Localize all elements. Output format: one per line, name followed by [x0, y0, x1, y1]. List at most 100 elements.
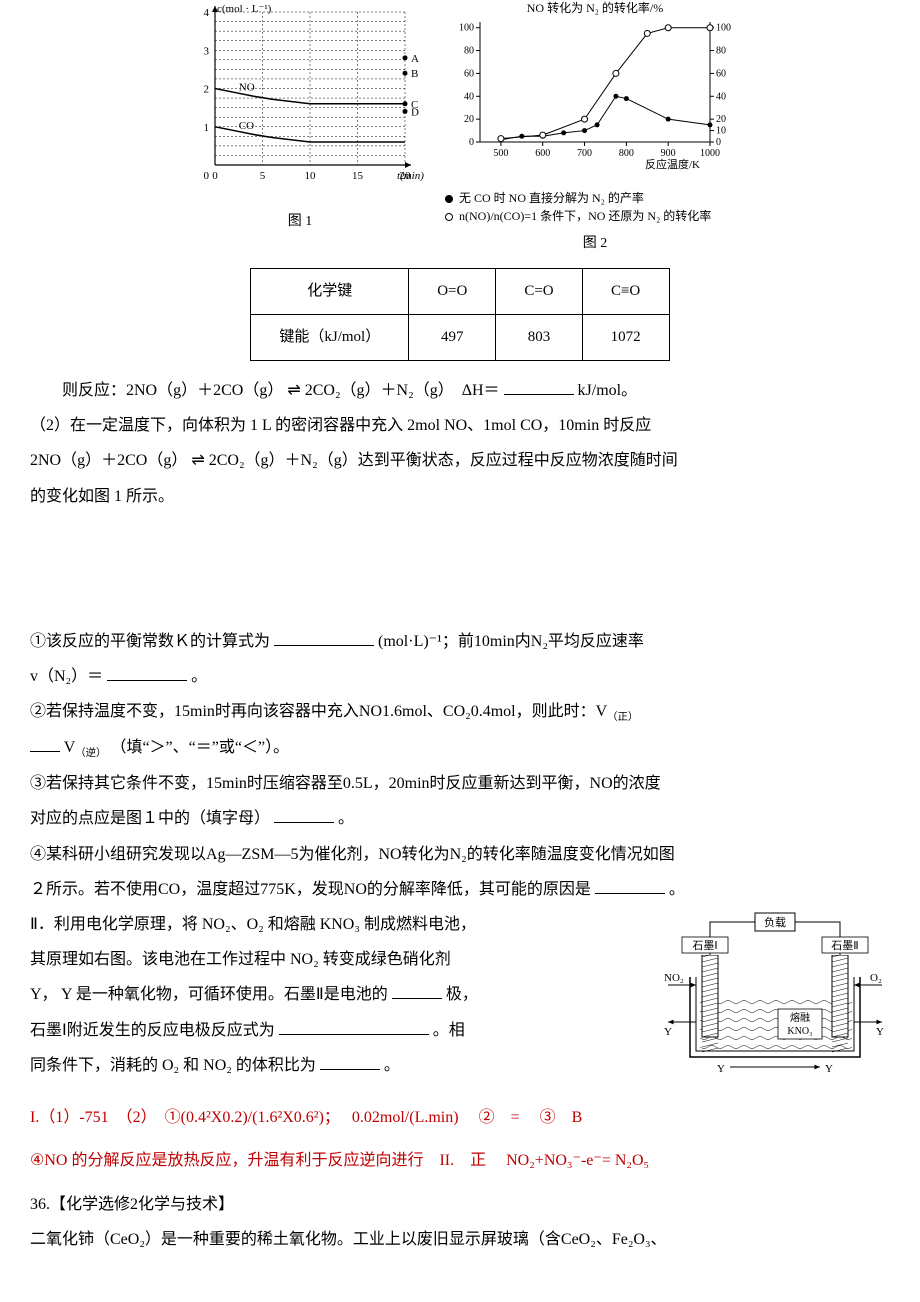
answer-line-1: I.（1）-751 （2） ①(0.4²X0.2)/(1.6²X0.6²)； 0… [30, 1100, 890, 1135]
p2b: 2NO（g）＋2CO（g） [30, 452, 187, 469]
svg-text:Y: Y [876, 1026, 884, 1038]
p2c: 2CO₂（g）＋N₂（g）达到平衡状态，反应过程中反应物浓度随时间 [209, 452, 678, 469]
svg-text:900: 900 [661, 148, 676, 159]
svg-text:500: 500 [493, 148, 508, 159]
p6c: 。 [669, 881, 685, 898]
spacer [30, 514, 890, 624]
svg-text:100: 100 [459, 23, 474, 34]
svg-text:B: B [411, 68, 418, 80]
svg-text:CO: CO [239, 120, 254, 132]
svg-text:2: 2 [204, 84, 210, 96]
svg-text:10: 10 [716, 126, 726, 137]
para-6b: ２所示。若不使用CO，温度超过775K，发现NO的分解率降低，其可能的原因是 。 [30, 872, 890, 907]
blank-ratio [320, 1054, 380, 1070]
fig2-label: 图 2 [445, 229, 745, 260]
p5b: 对应的点应是图１中的（填字母） [30, 810, 270, 827]
bond-col-0: O=O [409, 268, 496, 314]
p7c: Y， Y 是一种氧化物，可循环使用。石墨Ⅱ是电池的 [30, 986, 388, 1003]
blank-electrode [392, 983, 442, 999]
p6b: ２所示。若不使用CO，温度超过775K，发现NO的分解率降低，其可能的原因是 [30, 881, 591, 898]
svg-text:石墨Ⅰ: 石墨Ⅰ [692, 939, 717, 952]
svg-text:40: 40 [464, 91, 474, 102]
para-5b: 对应的点应是图１中的（填字母） 。 [30, 801, 890, 836]
p5c: 。 [338, 810, 354, 827]
svg-text:Y: Y [717, 1063, 725, 1075]
svg-text:700: 700 [577, 148, 592, 159]
eq-right: 2CO₂（g）＋N₂（g） ΔH＝ [305, 382, 500, 399]
p3b: (mol·L)⁻¹；前10min内N₂平均反应速率 [378, 633, 644, 650]
para-3c: v（N₂）＝ 。 [30, 659, 890, 694]
svg-text:NO 转化为 N₂ 的转化率/%: NO 转化为 N₂ 的转化率/% [527, 0, 664, 15]
cell-svg: 负载石墨Ⅰ石墨Ⅱ负载石墨Ⅰ石墨ⅡNO₂O₂YYYY熔融KNO₃ [660, 907, 890, 1077]
svg-text:1000: 1000 [700, 148, 720, 159]
p7e2: 。 [384, 1057, 400, 1074]
svg-text:Y: Y [664, 1026, 672, 1038]
section-II: 负载石墨Ⅰ石墨Ⅱ负载石墨Ⅰ石墨ⅡNO₂O₂YYYY熔融KNO₃ Ⅱ．利用电化学原… [30, 907, 890, 1100]
svg-text:10: 10 [305, 170, 317, 182]
p3d: 。 [191, 668, 207, 685]
p3a: ①该反应的平衡常数Ｋ的计算式为 [30, 633, 270, 650]
svg-text:4: 4 [204, 7, 210, 19]
svg-text:NO: NO [239, 82, 255, 94]
bond-col-2: C≡O [582, 268, 669, 314]
svg-text:反应温度/K: 反应温度/K [645, 157, 700, 170]
fig2-svg: NO 转化为 N₂ 的转化率/%500600700800900100002040… [445, 0, 745, 170]
svg-text:800: 800 [619, 148, 634, 159]
svg-text:A: A [411, 53, 419, 65]
svg-text:t(min): t(min) [397, 170, 424, 182]
svg-text:石墨Ⅱ: 石墨Ⅱ [831, 939, 858, 952]
svg-text:1: 1 [204, 122, 210, 134]
p4a: ②若保持温度不变，15min时再向该容器中充入NO1.6mol、CO₂0.4mo… [30, 703, 607, 720]
figure-2: NO 转化为 N₂ 的转化率/%500600700800900100002040… [445, 0, 745, 260]
svg-text:负载: 负载 [764, 915, 786, 929]
eq-unit: kJ/mol。 [578, 382, 638, 399]
p7d: 石墨Ⅰ附近发生的反应电极反应式为 [30, 1022, 275, 1039]
p4b-sub: （逆） [75, 748, 106, 759]
p7e: 同条件下，消耗的 O₂ 和 NO₂ 的体积比为 [30, 1057, 316, 1074]
p-last: 二氧化铈（CeO₂）是一种重要的稀土氧化物。工业上以废旧显示屏玻璃（含CeO₂、… [30, 1222, 890, 1257]
bonds-row-label: 键能（kJ/mol） [251, 314, 409, 360]
para-3: ①该反应的平衡常数Ｋ的计算式为 (mol·L)⁻¹；前10min内N₂平均反应速… [30, 624, 890, 659]
figure-1: 0510152012340t(min)c(mol · L⁻¹)NOCOABCD … [175, 0, 425, 260]
svg-text:D: D [411, 106, 419, 118]
bonds-table: 化学键 O=O C=O C≡O 键能（kJ/mol） 497 803 1072 [250, 268, 669, 361]
blank-half-reaction [279, 1019, 429, 1035]
svg-text:80: 80 [464, 46, 474, 57]
p7d2: 。相 [433, 1022, 465, 1039]
blank-deltaH [504, 379, 574, 395]
svg-text:100: 100 [716, 23, 731, 34]
blank-compare [30, 736, 60, 752]
para-6a: ④某科研小组研究发现以Ag—ZSM—5为催化剂，NO转化为N₂的转化率随温度变化… [30, 837, 890, 872]
svg-text:20: 20 [464, 114, 474, 125]
equation-line: 则反应：2NO（g）＋2CO（g） ⇌ 2CO₂（g）＋N₂（g） ΔH＝ kJ… [30, 373, 890, 408]
para-2d: 的变化如图 1 所示。 [30, 479, 890, 514]
svg-text:Y: Y [825, 1063, 833, 1075]
svg-text:0: 0 [212, 170, 218, 182]
table-row: 化学键 O=O C=O C≡O [251, 268, 669, 314]
svg-text:c(mol · L⁻¹): c(mol · L⁻¹) [217, 3, 272, 15]
answer-line-2: ④NO 的分解反应是放热反应，升温有利于反应逆向进行 II. 正 NO₂+NO₃… [30, 1143, 890, 1178]
svg-text:KNO₃: KNO₃ [787, 1026, 812, 1037]
para-2a: （2）在一定温度下，向体积为 1 L 的密闭容器中充入 2mol NO、1mol… [30, 408, 890, 443]
svg-text:5: 5 [260, 170, 266, 182]
blank-reason [595, 878, 665, 894]
bond-val-0: 497 [409, 314, 496, 360]
p7c2: 极， [446, 986, 478, 1003]
equilibrium-arrow-icon: ⇌ [191, 452, 204, 469]
p4a-sub: （正） [607, 712, 638, 723]
p4b: V [64, 739, 76, 756]
cell-diagram: 负载石墨Ⅰ石墨Ⅱ负载石墨Ⅰ石墨ⅡNO₂O₂YYYY熔融KNO₃ [660, 907, 890, 1090]
p3c: v（N₂）＝ [30, 668, 103, 685]
svg-text:80: 80 [716, 46, 726, 57]
para-4: ②若保持温度不变，15min时再向该容器中充入NO1.6mol、CO₂0.4mo… [30, 694, 890, 730]
bonds-header-label: 化学键 [251, 268, 409, 314]
fig1-label: 图 1 [175, 207, 425, 238]
svg-text:40: 40 [716, 91, 726, 102]
bond-val-1: 803 [496, 314, 582, 360]
svg-text:0: 0 [469, 137, 474, 148]
svg-text:O₂: O₂ [870, 972, 882, 984]
p4c: （填“＞”、“＝”或“＜”）。 [110, 739, 289, 756]
eq-left: 则反应：2NO（g）＋2CO（g） [62, 382, 283, 399]
svg-text:熔融: 熔融 [790, 1011, 810, 1024]
equilibrium-arrow-icon: ⇌ [287, 382, 300, 399]
